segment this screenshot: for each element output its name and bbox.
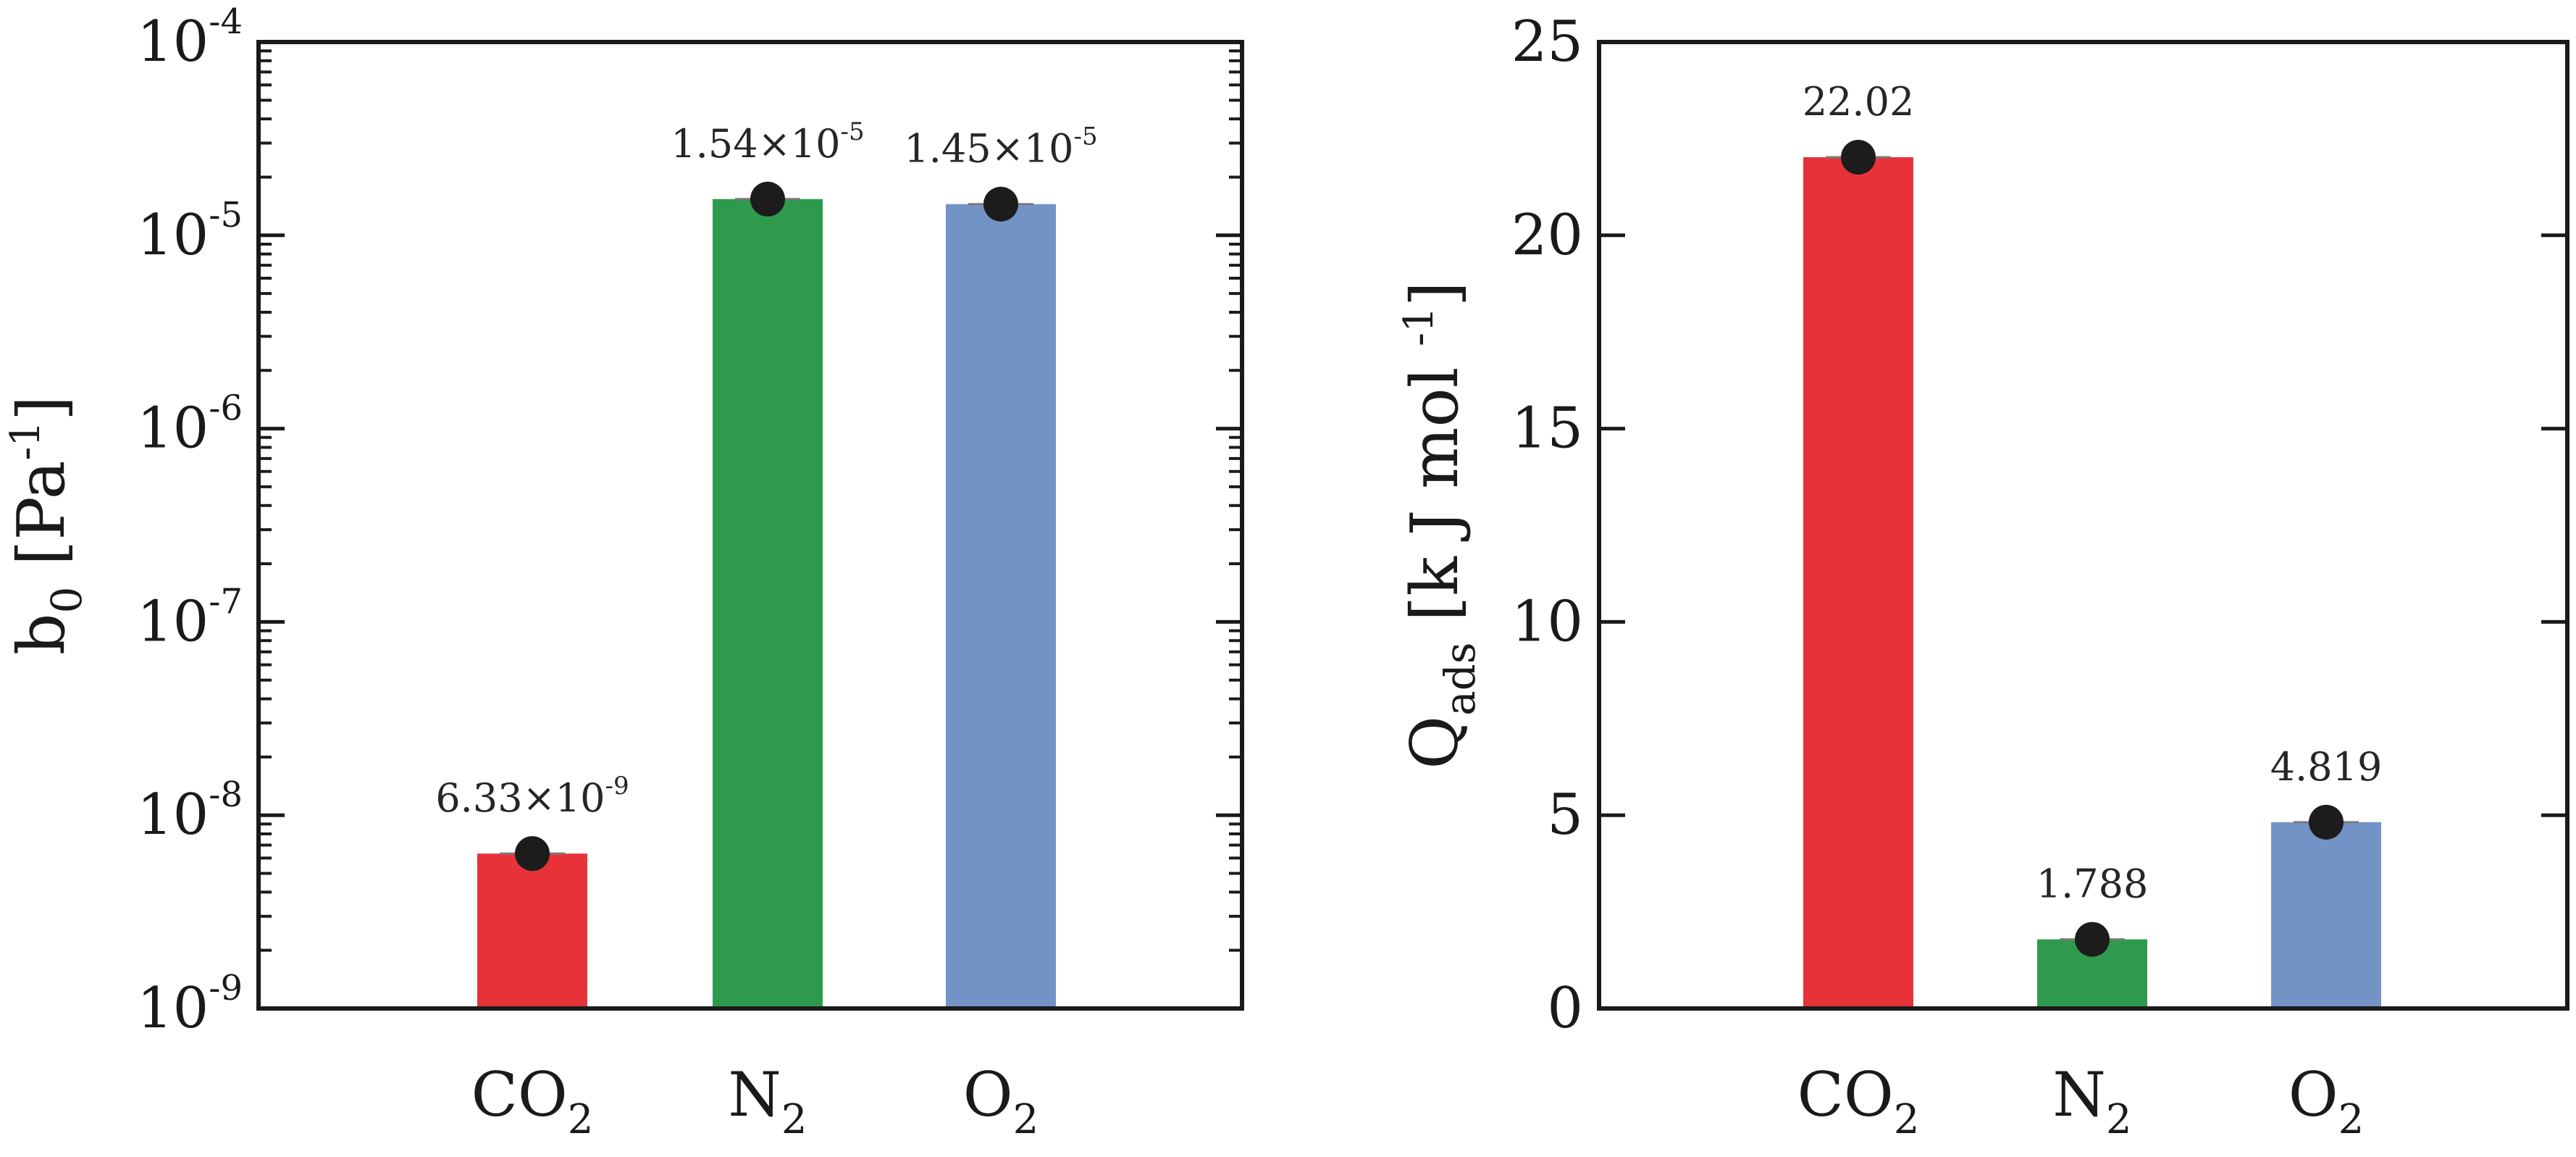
y-tick-label-left: 10-9	[137, 968, 243, 1041]
chart-panel-right: 0 5 10 15 20 25 22.02 1.788 4.819 CO2 N2 O2 Qads [k …	[1396, 9, 2569, 1143]
bar-left-2	[713, 199, 823, 1008]
y-tick-label-left: 10-5	[137, 195, 243, 268]
bar-right-3	[2271, 822, 2381, 1008]
chart-panel-left: 10-9 10-8 10-7 10-6 10-5 10-4 6.33×10-9 1.54×10…	[2, 1, 1244, 1143]
data-label-right-2: 1.788	[2036, 861, 2149, 907]
plot-frame-right	[1597, 40, 2569, 1011]
y-tick-label-left: 10-6	[137, 388, 243, 461]
y-tick-label-left: 10-4	[137, 1, 243, 75]
data-point-right-2	[2075, 922, 2110, 957]
data-point-left-2	[750, 181, 785, 217]
data-label-left-2: 1.54×10-5	[671, 117, 864, 167]
x-category-label-right-3: O2	[2288, 1059, 2365, 1143]
x-category-label-left-1: CO2	[471, 1059, 594, 1143]
data-point-right-1	[1841, 140, 1876, 175]
data-label-right-3: 4.819	[2270, 744, 2383, 790]
data-point-left-1	[515, 836, 550, 872]
plot-frame-left	[256, 40, 1244, 1011]
y-tick-label-left: 10-7	[137, 581, 243, 654]
bar-left-3	[946, 204, 1056, 1008]
y-axis-title-left: b0 [Pa-1]	[2, 396, 91, 655]
y-tick-label-right: 25	[1511, 9, 1583, 75]
data-label-left-1: 6.33×10-9	[435, 772, 629, 821]
data-label-right-1: 22.02	[1803, 79, 1915, 125]
bar-left-1	[477, 853, 587, 1008]
x-category-label-right-1: CO2	[1797, 1059, 1920, 1143]
y-tick-label-right: 10	[1511, 589, 1583, 654]
x-category-label-left-3: O2	[963, 1059, 1039, 1143]
x-category-label-right-2: N2	[2052, 1059, 2131, 1143]
x-category-label-left-2: N2	[728, 1059, 807, 1143]
bar-right-1	[1803, 157, 1913, 1008]
data-point-right-3	[2309, 804, 2344, 840]
y-tick-label-right: 20	[1511, 203, 1583, 268]
y-tick-label-right: 15	[1511, 396, 1583, 461]
data-label-left-3: 1.45×10-5	[904, 122, 1097, 172]
y-axis-title-right: Qads [k J mol -1]	[1396, 281, 1485, 769]
y-tick-label-left: 10-8	[137, 774, 243, 848]
y-tick-label-right: 0	[1547, 976, 1583, 1041]
y-tick-label-right: 5	[1547, 782, 1583, 848]
data-point-left-3	[983, 186, 1018, 222]
